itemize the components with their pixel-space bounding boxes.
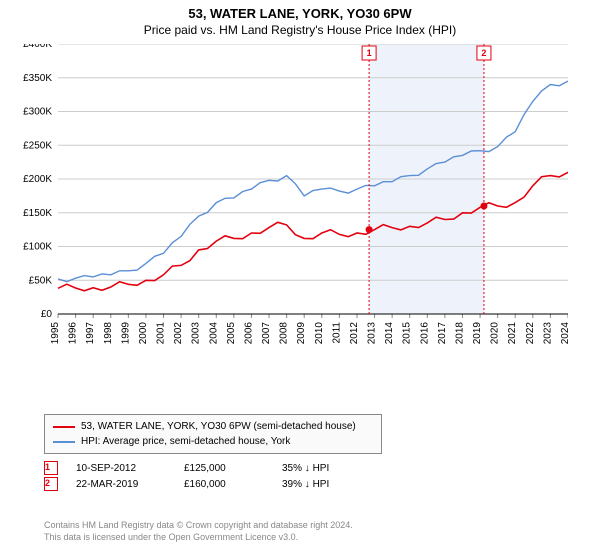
sale-price: £160,000 [184, 479, 264, 490]
sale-row: 2 22-MAR-2019 £160,000 39% ↓ HPI [44, 476, 464, 492]
svg-text:2002: 2002 [173, 322, 184, 345]
chart-subtitle: Price paid vs. HM Land Registry's House … [0, 21, 600, 41]
sale-delta: 39% ↓ HPI [282, 479, 329, 490]
svg-text:£300K: £300K [23, 107, 52, 118]
legend-label: 53, WATER LANE, YORK, YO30 6PW (semi-det… [81, 419, 356, 434]
svg-text:2001: 2001 [156, 322, 167, 345]
footer-line-2: This data is licensed under the Open Gov… [44, 532, 353, 544]
svg-text:2024: 2024 [560, 322, 568, 345]
svg-text:1997: 1997 [85, 322, 96, 345]
sale-delta: 35% ↓ HPI [282, 463, 329, 474]
svg-text:1: 1 [367, 48, 372, 58]
legend-item: 53, WATER LANE, YORK, YO30 6PW (semi-det… [53, 419, 373, 434]
sale-price: £125,000 [184, 463, 264, 474]
svg-text:2000: 2000 [138, 322, 149, 345]
svg-text:2008: 2008 [279, 322, 290, 345]
legend-label: HPI: Average price, semi-detached house,… [81, 434, 290, 449]
svg-text:2012: 2012 [349, 322, 360, 345]
svg-text:2022: 2022 [525, 322, 536, 345]
svg-text:2006: 2006 [243, 322, 254, 345]
svg-text:2007: 2007 [261, 322, 272, 345]
legend-item: HPI: Average price, semi-detached house,… [53, 434, 373, 449]
legend-swatch [53, 426, 75, 428]
sales-table: 1 10-SEP-2012 £125,000 35% ↓ HPI 2 22-MAR-201… [44, 460, 464, 492]
footer-line-1: Contains HM Land Registry data © Crown c… [44, 520, 353, 532]
svg-text:2011: 2011 [331, 322, 342, 344]
svg-text:2009: 2009 [296, 322, 307, 345]
svg-text:2013: 2013 [367, 322, 378, 345]
svg-text:2003: 2003 [191, 322, 202, 345]
svg-text:£400K: £400K [23, 44, 52, 50]
svg-text:2021: 2021 [507, 322, 518, 345]
svg-text:2023: 2023 [542, 322, 553, 345]
sale-date: 10-SEP-2012 [76, 463, 166, 474]
svg-text:£350K: £350K [23, 73, 52, 84]
svg-text:2015: 2015 [402, 322, 413, 345]
svg-text:2010: 2010 [314, 322, 325, 345]
svg-text:2004: 2004 [208, 322, 219, 345]
svg-text:£50K: £50K [29, 275, 53, 286]
svg-text:1996: 1996 [68, 322, 79, 345]
svg-text:£200K: £200K [23, 174, 52, 185]
sale-row: 1 10-SEP-2012 £125,000 35% ↓ HPI [44, 460, 464, 476]
sale-marker-icon: 1 [44, 461, 58, 475]
svg-text:1998: 1998 [103, 322, 114, 345]
sale-date: 22-MAR-2019 [76, 479, 166, 490]
footer-attribution: Contains HM Land Registry data © Crown c… [44, 520, 353, 543]
svg-text:2005: 2005 [226, 322, 237, 345]
svg-text:£0: £0 [41, 309, 53, 320]
chart-container: 53, WATER LANE, YORK, YO30 6PW Price pai… [0, 0, 600, 560]
svg-text:2: 2 [481, 48, 486, 58]
legend-swatch [53, 441, 75, 443]
svg-text:1995: 1995 [50, 322, 61, 345]
svg-text:2014: 2014 [384, 322, 395, 345]
svg-text:£150K: £150K [23, 208, 52, 219]
svg-text:£250K: £250K [23, 140, 52, 151]
line-chart: £0 £50K £100K £150K £200K £250K £300K £350K £400… [8, 44, 568, 414]
svg-text:£100K: £100K [23, 242, 52, 253]
svg-text:2017: 2017 [437, 322, 448, 345]
svg-text:2016: 2016 [419, 322, 430, 345]
legend: 53, WATER LANE, YORK, YO30 6PW (semi-det… [44, 414, 382, 454]
sale-marker-icon: 2 [44, 477, 58, 491]
svg-text:1999: 1999 [120, 322, 131, 345]
chart-title: 53, WATER LANE, YORK, YO30 6PW [0, 0, 600, 21]
svg-text:2018: 2018 [454, 322, 465, 345]
svg-text:2019: 2019 [472, 322, 483, 345]
svg-text:2020: 2020 [490, 322, 501, 345]
